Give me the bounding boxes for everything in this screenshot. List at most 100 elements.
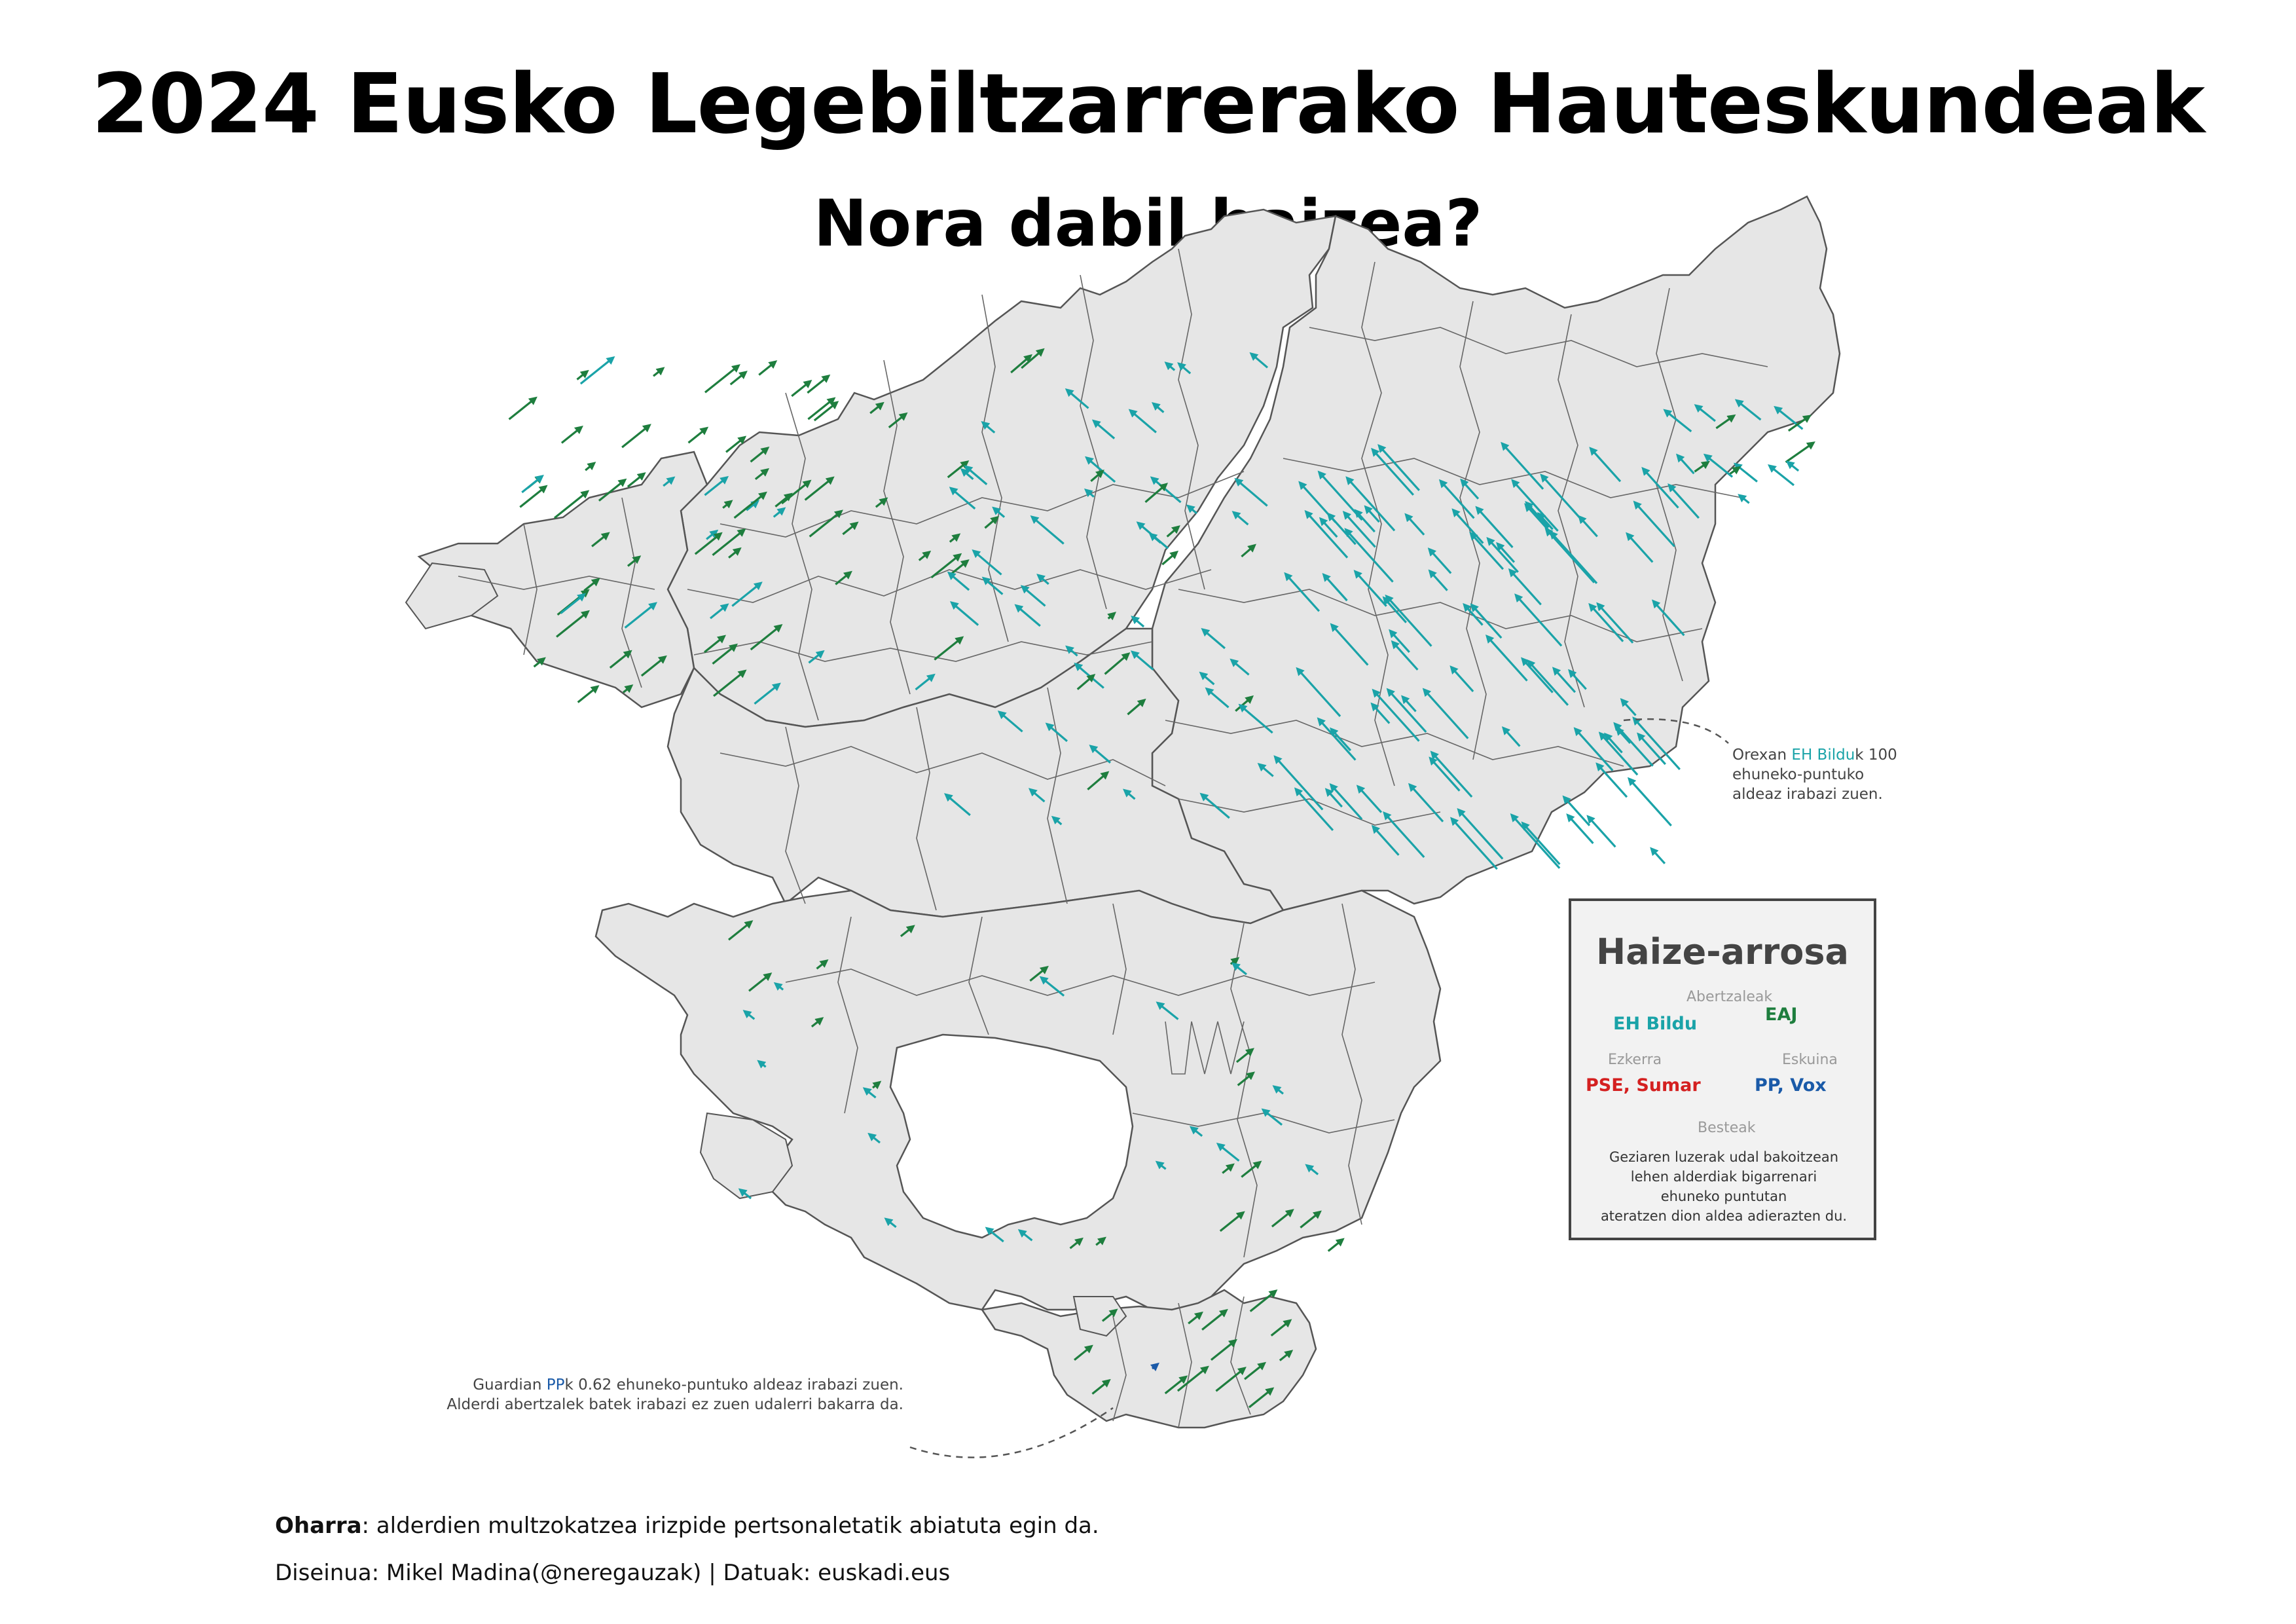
eaj-arrow [609,650,632,669]
eaj-arrow [585,462,596,471]
eaj-arrow [1300,1210,1322,1228]
eaj-arrow [1787,415,1812,432]
bildu-arrow [742,1010,756,1020]
bildu-arrow [1651,599,1685,637]
bildu-arrow [754,682,781,705]
footer-note: Oharra: alderdien multzokatzea irizpide … [275,1513,1099,1539]
bildu-arrow [1544,527,1595,583]
bildu-arrow [1051,815,1063,826]
eaj-arrow [1127,698,1146,716]
bildu-arrow [1404,513,1425,536]
eaj-arrow [1144,483,1169,504]
bildu-arrow [1566,813,1594,844]
eaj-arrow [1785,441,1815,464]
eaj-arrow [1176,1365,1209,1392]
eaj-arrow [1164,1375,1188,1395]
bildu-arrow [972,549,1002,576]
eaj-arrow [1241,1160,1262,1178]
bildu-arrow [884,1217,897,1228]
bildu-arrow [1231,962,1247,976]
eaj-arrow [1215,1367,1247,1392]
eaj-arrow [1201,1308,1228,1331]
eaj-arrow [1107,612,1117,621]
bildu-arrow [1136,521,1169,549]
bildu-arrow [1449,817,1498,870]
bildu-arrow [1785,460,1800,472]
eaj-arrow [704,364,740,394]
bildu-arrow [1475,506,1514,549]
bildu-arrow [1508,568,1542,606]
bildu-arrow [1501,726,1521,747]
bildu-arrow [1511,479,1559,532]
bildu-arrow [773,507,786,518]
bildu-arrow [1305,1164,1319,1175]
bildu-arrow [1552,667,1576,693]
eaj-arrow [807,397,836,420]
bildu-arrow [1261,1108,1283,1126]
bildu-arrow [521,474,544,494]
bildu-arrow [808,650,825,664]
bildu-arrow [1667,483,1700,519]
eaj-arrow [1091,1378,1111,1395]
bildu-arrow [867,1132,881,1144]
bildu-arrow [1273,755,1324,811]
bildu-arrow [1573,727,1614,771]
eaj-arrow [842,521,859,536]
bildu-arrow [862,1087,877,1099]
footer-credits: Diseinua: Mikel Madina(@neregauzak) | Da… [275,1560,951,1586]
eaj-arrow [1029,965,1049,982]
bildu-arrow [1430,750,1473,798]
bildu-arrow [1449,665,1474,692]
eaj-arrow [1241,544,1256,558]
eaj-arrow [508,396,538,420]
bildu-arrow [738,1188,752,1200]
bildu-arrow [704,475,729,496]
bildu-arrow [1383,811,1425,858]
bildu-arrow [1155,1160,1167,1170]
bildu-arrow [1589,447,1622,483]
eaj-arrow [591,532,610,547]
bildu-arrow [1364,505,1380,523]
bildu-arrow [1128,409,1157,434]
eaj-arrow [748,972,773,992]
bildu-arrow [1438,479,1475,519]
bildu-arrow [1549,530,1598,584]
eaj-arrow [1188,1311,1203,1325]
bildu-arrow [1216,1143,1240,1162]
bildu-arrow [1663,409,1692,433]
eaj-arrow [577,685,600,703]
bildu-arrow [949,600,979,626]
bildu-arrow [1733,462,1758,483]
bildu-arrow [1205,687,1230,709]
eaj-arrow [712,643,738,665]
bildu-arrow [1451,508,1484,544]
bildu-arrow [710,603,729,619]
bildu-arrow [1036,574,1049,585]
guardia-annotation: Guardian PPk 0.62 ehuneko-puntuko aldeaz… [446,1376,903,1413]
eaj-arrow [694,532,723,555]
bildu-arrow [560,593,587,614]
bildu-arrow [1164,361,1176,371]
legend-label-pse: PSE, Sumar [1586,1075,1701,1096]
municipality-arrows [508,348,1815,1409]
bildu-arrow [1045,722,1068,743]
bildu-arrow [1521,657,1554,693]
bildu-arrow [985,1227,1004,1243]
bildu-arrow [1562,795,1591,826]
eaj-arrow [598,478,627,502]
eaj-arrow [576,369,589,380]
legend-label-pp: PP, Vox [1755,1075,1827,1096]
bildu-arrow [949,487,976,510]
bildu-arrow [1039,976,1065,997]
bildu-arrow [1604,732,1623,754]
eaj-arrow [947,460,970,479]
eaj-arrow [807,374,831,394]
bildu-arrow [1030,515,1065,545]
bildu-arrow [1586,815,1616,848]
municipal-borders [458,248,1768,1428]
eaj-arrow [722,500,733,509]
bildu-arrow [1371,447,1415,496]
bildu-arrow [1330,727,1352,752]
bildu-arrow [1084,489,1095,498]
bildu-arrow [1734,399,1762,421]
